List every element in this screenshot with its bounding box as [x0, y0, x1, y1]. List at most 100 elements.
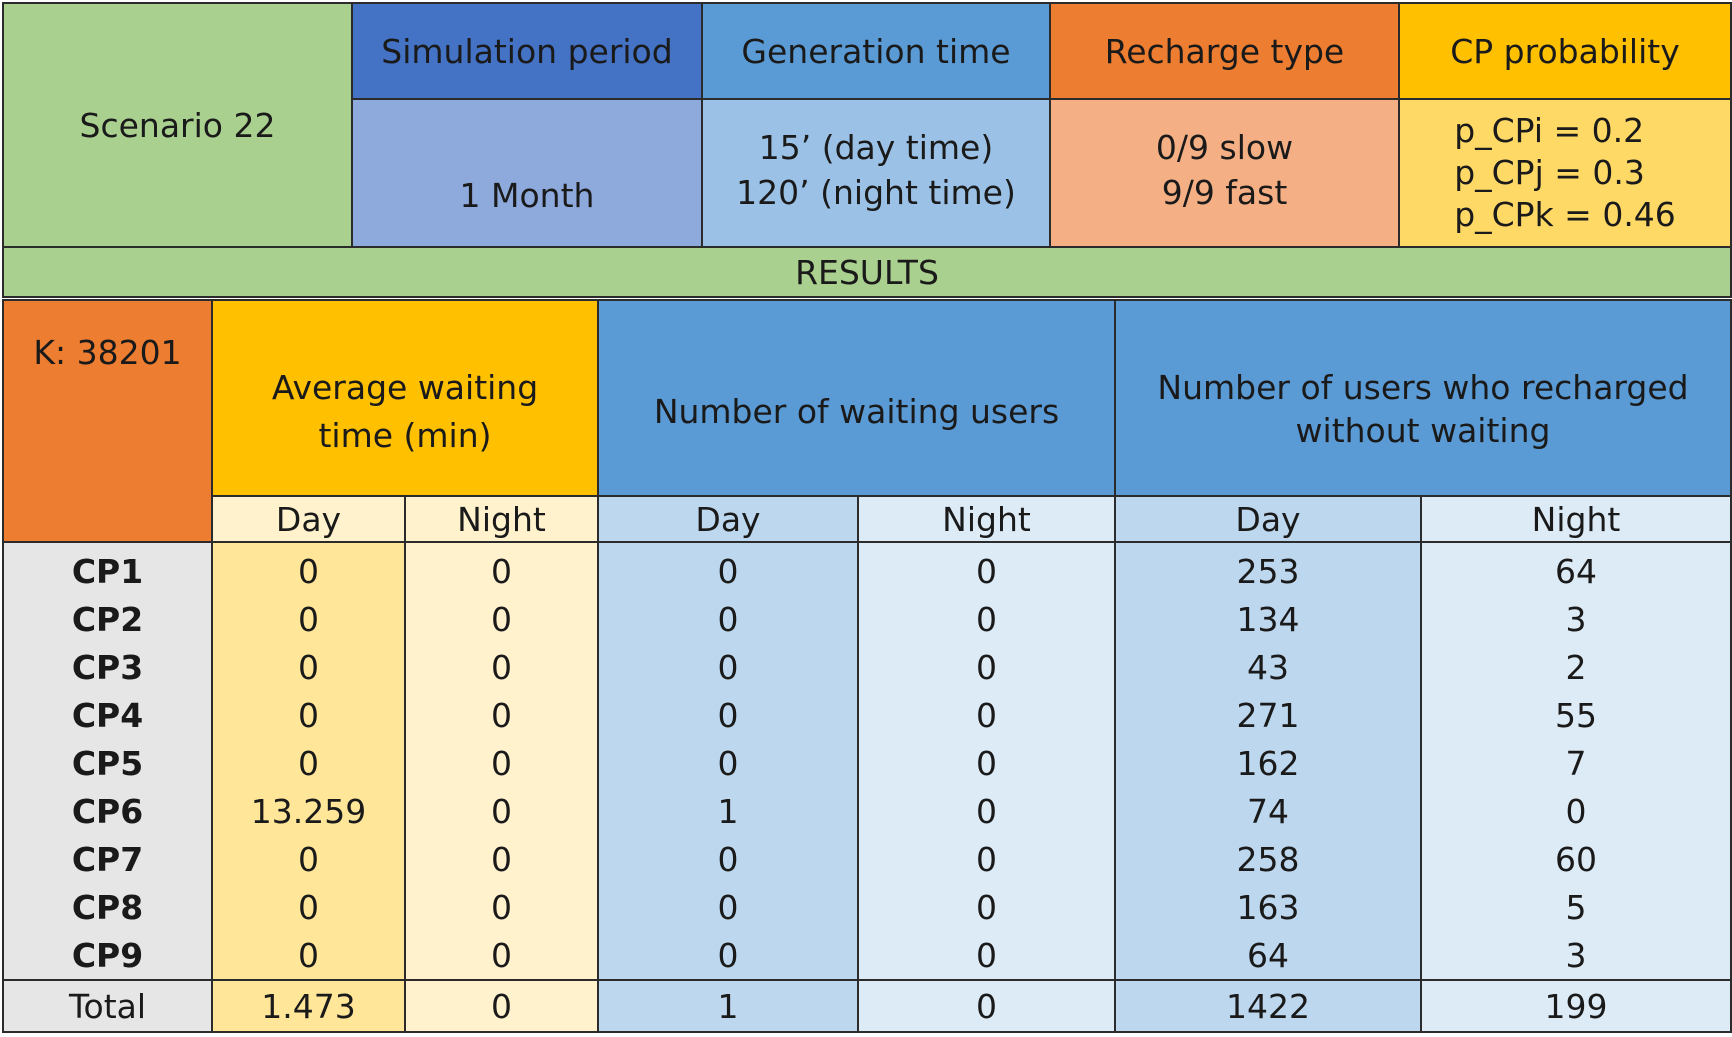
- cell-avg-wait-day: 0: [211, 883, 406, 931]
- scenario-table: Scenario 22 Simulation period Generation…: [2, 2, 1732, 298]
- cp-probability-k: p_CPk = 0.46: [1454, 195, 1676, 235]
- table-row: CP6 13.259 0 1 0 74 0: [2, 787, 1732, 835]
- waiting-users-header-text: Number of waiting users: [653, 392, 1060, 432]
- cell-waiting-night: 0: [857, 739, 1116, 787]
- cell-avg-wait-night: 0: [404, 739, 599, 787]
- cell-avg-wait-day: 0: [211, 931, 406, 980]
- table-row: CP8 0 0 0 0 163 5: [2, 883, 1732, 931]
- cell-recharged-night: 2: [1420, 643, 1732, 691]
- sub-header-day: Day: [1114, 495, 1422, 543]
- table-row: CP7 0 0 0 0 258 60: [2, 835, 1732, 883]
- cell-avg-wait-night: 0: [404, 835, 599, 883]
- total-recharged-day: 1422: [1114, 979, 1422, 1033]
- value-generation-time: 15’ (day time) 120’ (night time): [701, 98, 1051, 248]
- total-label: Total: [2, 979, 213, 1033]
- cell-recharged-night: 3: [1420, 595, 1732, 643]
- cell-recharged-night: 5: [1420, 883, 1732, 931]
- cell-waiting-night: 0: [857, 835, 1116, 883]
- cell-waiting-day: 1: [597, 787, 859, 835]
- sub-header-night: Night: [1420, 495, 1732, 543]
- cell-recharged-night: 55: [1420, 691, 1732, 739]
- scenario-label-text: Scenario 22: [79, 105, 276, 145]
- sub-header-night: Night: [404, 495, 599, 543]
- cell-avg-wait-night: 0: [404, 883, 599, 931]
- cell-waiting-day: 0: [597, 739, 859, 787]
- cell-avg-wait-night: 0: [404, 787, 599, 835]
- sub-header-night: Night: [857, 495, 1116, 543]
- cell-avg-wait-day: 0: [211, 643, 406, 691]
- cell-avg-wait-day: 13.259: [211, 787, 406, 835]
- cell-recharged-day: 134: [1114, 595, 1422, 643]
- cell-avg-wait-day: 0: [211, 739, 406, 787]
- k-label-cell: K: 38201: [2, 299, 213, 543]
- cell-avg-wait-day: 0: [211, 595, 406, 643]
- cell-recharged-day: 258: [1114, 835, 1422, 883]
- cell-waiting-night: 0: [857, 691, 1116, 739]
- row-label: CP4: [2, 691, 213, 739]
- cell-waiting-day: 0: [597, 691, 859, 739]
- cell-avg-wait-day: 0: [211, 542, 406, 595]
- cell-recharged-night: 7: [1420, 739, 1732, 787]
- cell-recharged-day: 43: [1114, 643, 1422, 691]
- total-recharged-night: 199: [1420, 979, 1732, 1033]
- results-table: K: 38201 Average waiting time (min) Numb…: [2, 299, 1732, 1033]
- cell-recharged-day: 162: [1114, 739, 1422, 787]
- cell-recharged-night: 64: [1420, 542, 1732, 595]
- cell-avg-wait-day: 0: [211, 691, 406, 739]
- recharged-no-wait-header-text: Number of users who recharged without wa…: [1157, 368, 1689, 450]
- cp-probability-i: p_CPi = 0.2: [1454, 110, 1645, 150]
- cell-avg-wait-night: 0: [404, 691, 599, 739]
- header-generation-time: Generation time: [701, 2, 1051, 100]
- cell-recharged-night: 60: [1420, 835, 1732, 883]
- header-simulation-period: Simulation period: [351, 2, 703, 100]
- cell-waiting-day: 0: [597, 595, 859, 643]
- k-label: K: 38201: [33, 333, 182, 372]
- cell-avg-wait-night: 0: [404, 643, 599, 691]
- generation-time-day: 15’ (day time): [758, 128, 994, 168]
- header-cp-probability: CP probability: [1398, 2, 1732, 100]
- sub-header-day: Day: [597, 495, 859, 543]
- total-waiting-day: 1: [597, 979, 859, 1033]
- row-label: CP5: [2, 739, 213, 787]
- cell-avg-wait-night: 0: [404, 542, 599, 595]
- cell-waiting-night: 0: [857, 643, 1116, 691]
- cell-avg-wait-night: 0: [404, 595, 599, 643]
- cell-waiting-day: 0: [597, 643, 859, 691]
- cell-waiting-night: 0: [857, 883, 1116, 931]
- table-row: CP9 0 0 0 0 64 3: [2, 931, 1732, 980]
- cell-waiting-day: 0: [597, 931, 859, 980]
- row-label: CP9: [2, 931, 213, 980]
- cell-recharged-day: 163: [1114, 883, 1422, 931]
- sub-header-day: Day: [211, 495, 406, 543]
- cell-recharged-night: 3: [1420, 931, 1732, 980]
- cell-recharged-day: 271: [1114, 691, 1422, 739]
- row-label: CP1: [2, 542, 213, 595]
- cell-avg-wait-night: 0: [404, 931, 599, 980]
- header-recharge-type: Recharge type: [1049, 2, 1400, 100]
- total-row: Total 1.473 0 1 0 1422 199: [2, 979, 1732, 1033]
- row-label: CP8: [2, 883, 213, 931]
- results-banner: RESULTS: [2, 246, 1732, 298]
- scenario-label: Scenario 22: [2, 2, 353, 248]
- cell-recharged-night: 0: [1420, 787, 1732, 835]
- table-row: CP4 0 0 0 0 271 55: [2, 691, 1732, 739]
- cell-recharged-day: 64: [1114, 931, 1422, 980]
- cell-recharged-day: 253: [1114, 542, 1422, 595]
- cell-waiting-day: 0: [597, 883, 859, 931]
- row-label: CP7: [2, 835, 213, 883]
- row-label: CP6: [2, 787, 213, 835]
- cp-probability-j: p_CPj = 0.3: [1454, 152, 1645, 192]
- value-cp-probability: p_CPi = 0.2 p_CPj = 0.3 p_CPk = 0.46: [1398, 98, 1732, 248]
- cell-waiting-day: 0: [597, 542, 859, 595]
- recharge-type-slow: 0/9 slow: [1155, 128, 1294, 168]
- cell-waiting-night: 0: [857, 787, 1116, 835]
- value-recharge-type: 0/9 slow 9/9 fast: [1049, 98, 1400, 248]
- cell-waiting-night: 0: [857, 931, 1116, 980]
- table-row: CP5 0 0 0 0 162 7: [2, 739, 1732, 787]
- group-header-recharged-no-wait: Number of users who recharged without wa…: [1114, 299, 1732, 497]
- avg-wait-header-text: Average waiting time (min): [271, 368, 539, 455]
- cell-waiting-day: 0: [597, 835, 859, 883]
- cell-waiting-night: 0: [857, 595, 1116, 643]
- simulation-period-text: 1 Month: [459, 175, 595, 215]
